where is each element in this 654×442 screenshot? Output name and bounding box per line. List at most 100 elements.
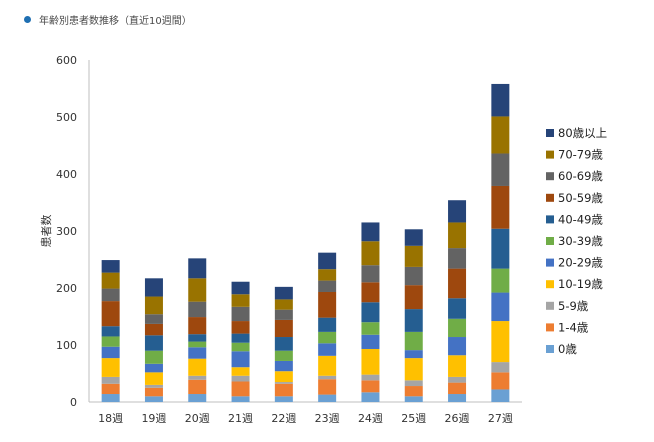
bar-segment bbox=[404, 285, 423, 310]
bar-segment bbox=[188, 379, 207, 395]
bar-segment bbox=[101, 301, 120, 327]
bar-segment bbox=[188, 301, 207, 318]
bar-segment bbox=[491, 185, 510, 229]
x-tick-label: 23週 bbox=[315, 412, 340, 425]
bar-segment bbox=[188, 317, 207, 335]
bar-segment bbox=[318, 394, 337, 402]
y-axis-title: 患者数 bbox=[40, 215, 53, 248]
bar-segment bbox=[144, 296, 163, 315]
bar-segment bbox=[231, 281, 250, 295]
bar-segment bbox=[274, 309, 293, 320]
bar-segment bbox=[188, 258, 207, 279]
bar-segment bbox=[231, 342, 250, 352]
y-axis-ticks: 0 100 200 300 400 500 600 bbox=[56, 54, 77, 409]
bar-segment bbox=[361, 374, 380, 381]
chart-caption-text: 年齢別患者数推移（直近10週間） bbox=[39, 16, 192, 27]
legend-label: 50-59歳 bbox=[558, 191, 603, 205]
bar-segment bbox=[491, 228, 510, 269]
bar-segment bbox=[188, 375, 207, 380]
bar-segment bbox=[274, 360, 293, 372]
bar-segment bbox=[274, 286, 293, 300]
bar-segment bbox=[404, 386, 423, 397]
bar-segment bbox=[448, 318, 467, 338]
bar-segment bbox=[231, 396, 250, 402]
bar-segment bbox=[491, 268, 510, 293]
bar-segment bbox=[318, 355, 337, 376]
bar-segment bbox=[361, 302, 380, 323]
legend-label: 0歳 bbox=[558, 342, 577, 356]
bar-segment bbox=[404, 331, 423, 351]
bar-segment bbox=[361, 392, 380, 402]
chart-caption: 年齢別患者数推移（直近10週間） bbox=[24, 12, 192, 27]
bar-segment bbox=[318, 269, 337, 281]
bar-segment bbox=[144, 396, 163, 402]
legend: 80歳以上 70-79歳 60-69歳 50-59歳 40-49歳 30-39歳 20-29… bbox=[546, 126, 607, 356]
x-tick-label: 19週 bbox=[141, 412, 166, 425]
bar-segment bbox=[101, 288, 120, 302]
bar-segment bbox=[448, 222, 467, 249]
bar-segment bbox=[318, 375, 337, 380]
legend-label: 5-9歳 bbox=[558, 299, 589, 313]
x-tick-label: 26週 bbox=[445, 412, 470, 425]
legend-label: 1-4歳 bbox=[558, 320, 589, 334]
y-tick-label: 500 bbox=[56, 111, 77, 124]
bar-segment bbox=[101, 358, 120, 377]
bar-segment bbox=[144, 363, 163, 373]
bar-segment bbox=[231, 381, 250, 397]
x-tick-label: 27週 bbox=[488, 412, 513, 425]
x-tick-label: 21週 bbox=[228, 412, 253, 425]
bar-segment bbox=[144, 278, 163, 297]
bar-segment bbox=[448, 394, 467, 402]
bar-segment bbox=[404, 229, 423, 246]
legend-swatch bbox=[546, 172, 554, 181]
bar-segment bbox=[274, 382, 293, 384]
x-tick-label: 22週 bbox=[271, 412, 296, 425]
bar-segment bbox=[274, 383, 293, 397]
bar-segment bbox=[491, 292, 510, 322]
bar-segment bbox=[448, 376, 467, 383]
bar-segment bbox=[144, 350, 163, 364]
bar-segment bbox=[318, 343, 337, 356]
bar-segment bbox=[404, 245, 423, 267]
bar-segment bbox=[188, 278, 207, 302]
bar-segment bbox=[144, 314, 163, 324]
bar-segment bbox=[491, 116, 510, 154]
bar-segment bbox=[448, 298, 467, 319]
bar-segment bbox=[491, 372, 510, 390]
bar-segment bbox=[404, 309, 423, 332]
bar-segment bbox=[361, 265, 380, 283]
bar-segment bbox=[144, 323, 163, 336]
bar-segment bbox=[491, 389, 510, 402]
legend-label: 30-39歳 bbox=[558, 234, 603, 248]
y-tick-label: 400 bbox=[56, 168, 77, 181]
bar-segment bbox=[448, 337, 467, 356]
legend-swatch bbox=[546, 193, 554, 202]
y-tick-label: 100 bbox=[56, 339, 77, 352]
legend-swatch bbox=[546, 345, 554, 353]
bar-segment bbox=[274, 319, 293, 338]
bar-segment bbox=[231, 367, 250, 376]
legend-swatch bbox=[546, 150, 554, 159]
bar-segment bbox=[144, 387, 163, 397]
x-tick-label: 20週 bbox=[185, 412, 210, 425]
y-tick-label: 0 bbox=[70, 396, 77, 409]
legend-swatch bbox=[546, 301, 554, 310]
bar-segment bbox=[274, 371, 293, 383]
y-tick-label: 200 bbox=[56, 282, 77, 295]
legend-swatch bbox=[546, 129, 554, 137]
bar-segment bbox=[188, 334, 207, 342]
bar-segment bbox=[188, 347, 207, 359]
legend-label: 40-49歳 bbox=[558, 212, 603, 226]
y-tick-label: 300 bbox=[56, 225, 77, 238]
x-tick-label: 24週 bbox=[358, 412, 383, 425]
y-axis-title-text: 患者数 bbox=[40, 215, 53, 248]
bar-segment bbox=[231, 375, 250, 382]
bar-segment bbox=[101, 346, 120, 359]
bar-segment bbox=[448, 355, 467, 377]
bar-segment bbox=[491, 321, 510, 363]
legend-label: 20-29歳 bbox=[558, 256, 603, 270]
bar-segment bbox=[231, 294, 250, 307]
legend-label: 10-19歳 bbox=[558, 277, 603, 291]
bar-segment bbox=[361, 282, 380, 303]
